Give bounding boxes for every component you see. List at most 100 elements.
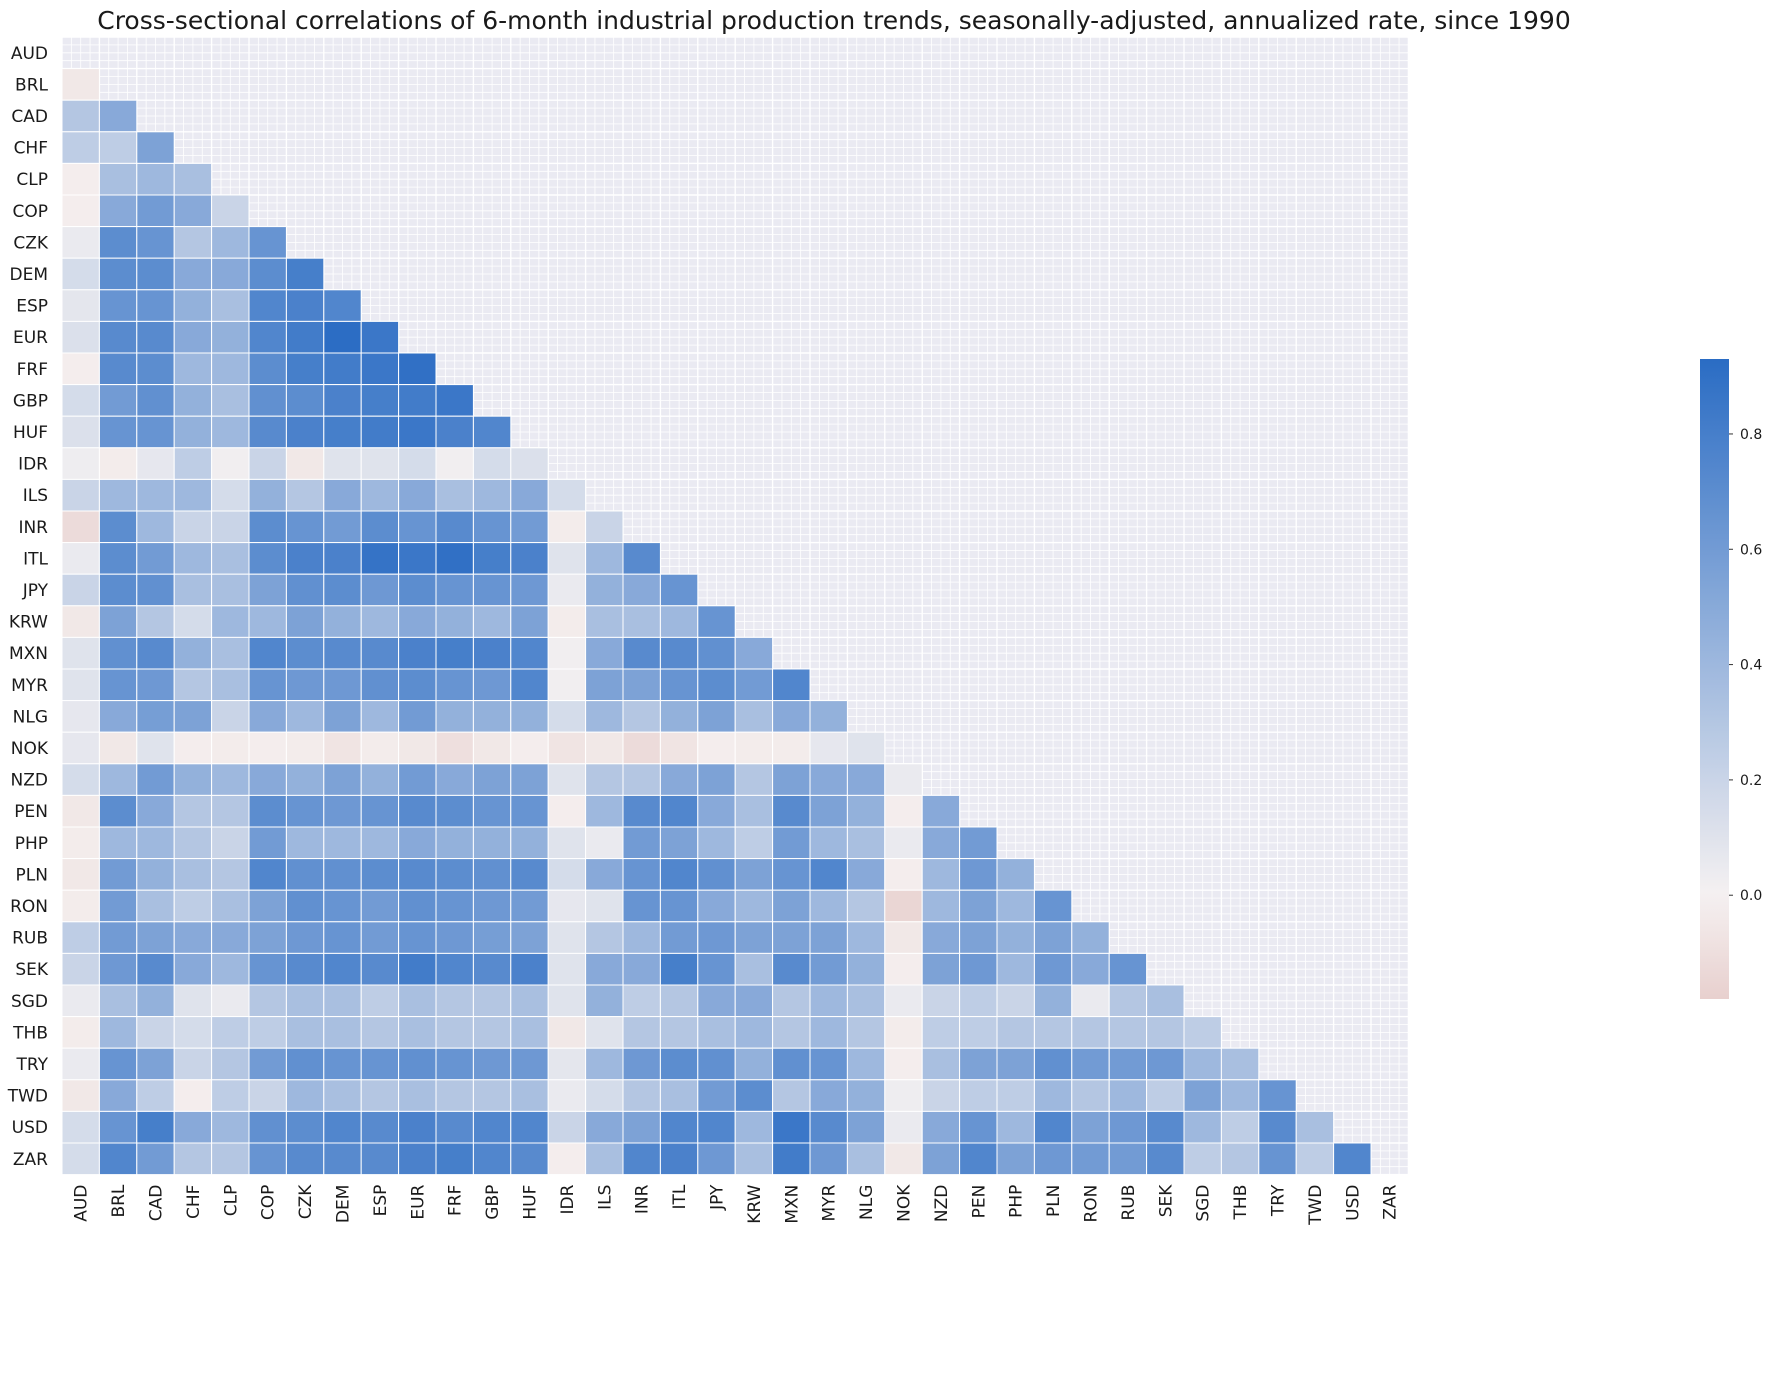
y-tick-label: KRW <box>9 613 48 633</box>
heatmap-cell-try-pln <box>1033 1047 1073 1081</box>
heatmap-cell-jpy-inr <box>622 573 661 607</box>
y-tick-label: CLP <box>16 170 48 190</box>
heatmap-cell-ils-cad <box>136 478 175 512</box>
heatmap-cell-sgd-frf <box>435 984 474 1018</box>
heatmap-cell-gbp-frf <box>435 384 474 417</box>
heatmap-cell-thb-dem <box>323 1016 362 1049</box>
heatmap-cell-nlg-ils <box>585 700 624 733</box>
heatmap-cell-myr-czk <box>285 668 325 702</box>
heatmap-cell-idr-brl <box>98 447 138 480</box>
heatmap-cell-mxn-cad <box>136 636 175 670</box>
x-tick-label: CLP <box>221 1185 241 1217</box>
heatmap-cell-pen-nok <box>884 794 923 828</box>
x-tick-label: INR <box>633 1184 653 1214</box>
heatmap-cell-zar-rub <box>1108 1142 1148 1176</box>
heatmap-cell-myr-krw <box>734 668 774 702</box>
heatmap-cell-ron-brl <box>98 889 138 923</box>
heatmap-cell-sek-ils <box>585 952 624 986</box>
y-tick-label: RUB <box>12 929 48 949</box>
heatmap-cell-pen-czk <box>285 794 325 828</box>
heatmap-cell-zar-twd <box>1295 1142 1335 1176</box>
heatmap-cell-jpy-brl <box>98 573 138 607</box>
heatmap-cell-nlg-eur <box>398 700 437 733</box>
heatmap-cell-usd-php <box>996 1110 1035 1144</box>
heatmap-cell-nzd-mxn <box>772 763 811 796</box>
heatmap-cell-ron-nok <box>884 889 923 923</box>
x-tick-label: NLG <box>857 1185 877 1220</box>
heatmap-cell-esp-brl <box>98 289 138 322</box>
x-tick-label: CAD <box>147 1185 167 1222</box>
heatmap-cell-krw-jpy <box>697 605 736 638</box>
heatmap-cell-gbp-esp <box>360 384 400 417</box>
heatmap-cell-twd-pen <box>959 1079 998 1112</box>
heatmap-cell-php-eur <box>398 826 437 860</box>
heatmap-cell-huf-eur <box>398 415 437 449</box>
heatmap-cell-usd-sgd <box>1183 1110 1222 1144</box>
heatmap-cell-brl-aud <box>61 68 100 101</box>
heatmap-cell-eur-dem <box>323 320 362 354</box>
heatmap-cell-myr-huf <box>510 668 549 702</box>
heatmap-cell-nok-czk <box>285 731 325 765</box>
heatmap-cell-cop-brl <box>98 194 138 228</box>
y-tick-label: ZAR <box>13 1150 48 1170</box>
heatmap-cell-sgd-jpy <box>697 984 736 1018</box>
heatmap-cell-php-dem <box>323 826 362 860</box>
heatmap-cell-jpy-eur <box>398 573 437 607</box>
heatmap-cell-sek-itl <box>659 952 699 986</box>
y-tick-label: SGD <box>11 992 48 1012</box>
heatmap-cell-ron-huf <box>510 889 549 923</box>
heatmap-cell-thb-brl <box>98 1016 138 1049</box>
heatmap-cell-jpy-dem <box>323 573 362 607</box>
heatmap-cell-frf-chf <box>173 352 213 386</box>
y-tick-label: FRF <box>17 360 48 380</box>
heatmap-cell-krw-cop <box>248 605 287 638</box>
heatmap-cell-php-nok <box>884 826 923 860</box>
heatmap-cell-jpy-itl <box>659 573 699 607</box>
heatmap-cell-try-czk <box>285 1047 325 1081</box>
heatmap-cell-usd-ils <box>585 1110 624 1144</box>
heatmap-cell-pen-idr <box>547 794 587 828</box>
heatmap-cell-nzd-cad <box>136 763 175 796</box>
heatmap-cell-czk-aud <box>61 226 100 259</box>
heatmap-cell-zar-php <box>996 1142 1035 1176</box>
heatmap-cell-nzd-nok <box>884 763 923 796</box>
y-tick-label: ILS <box>23 486 48 506</box>
heatmap-cell-itl-eur <box>398 542 437 575</box>
y-tick-label: SEK <box>15 960 49 980</box>
heatmap-cell-try-pen <box>959 1047 998 1081</box>
heatmap-cell-rub-chf <box>173 921 213 954</box>
heatmap-cell-itl-cad <box>136 542 175 575</box>
heatmap-cell-php-cop <box>248 826 287 860</box>
heatmap-cell-sek-gbp <box>472 952 512 986</box>
heatmap-cell-frf-brl <box>98 352 138 386</box>
heatmap-cell-rub-myr <box>809 921 848 954</box>
heatmap-cell-rub-mxn <box>772 921 811 954</box>
heatmap-cell-usd-czk <box>285 1110 325 1144</box>
heatmap-cell-sek-php <box>996 952 1035 986</box>
heatmap-cell-try-huf <box>510 1047 549 1081</box>
heatmap-cell-sgd-nzd <box>921 984 961 1018</box>
heatmap-cell-idr-cad <box>136 447 175 480</box>
heatmap-cell-chf-brl <box>98 131 138 164</box>
heatmap-cell-ron-idr <box>547 889 587 923</box>
heatmap-cell-esp-cop <box>248 289 287 322</box>
heatmap-cell-myr-chf <box>173 668 213 702</box>
heatmap-cell-pen-jpy <box>697 794 736 828</box>
heatmap-cell-huf-czk <box>285 415 325 449</box>
heatmap-cell-myr-ils <box>585 668 624 702</box>
heatmap-cell-inr-dem <box>323 510 362 544</box>
heatmap-cell-ils-dem <box>323 478 362 512</box>
heatmap-cell-thb-itl <box>659 1016 699 1049</box>
heatmap-cell-cop-clp <box>211 194 250 228</box>
heatmap-cell-usd-myr <box>809 1110 848 1144</box>
heatmap-cell-usd-jpy <box>697 1110 736 1144</box>
heatmap-cell-inr-frf <box>435 510 474 544</box>
heatmap-cell-eur-esp <box>360 320 400 354</box>
heatmap-cell-sgd-dem <box>323 984 362 1018</box>
heatmap-cell-ils-chf <box>173 478 213 512</box>
heatmap-cell-esp-aud <box>61 289 100 322</box>
heatmap-cell-php-frf <box>435 826 474 860</box>
heatmap-cell-twd-itl <box>659 1079 699 1112</box>
heatmap-cell-zar-pen <box>959 1142 998 1176</box>
heatmap-cell-sgd-php <box>996 984 1035 1018</box>
